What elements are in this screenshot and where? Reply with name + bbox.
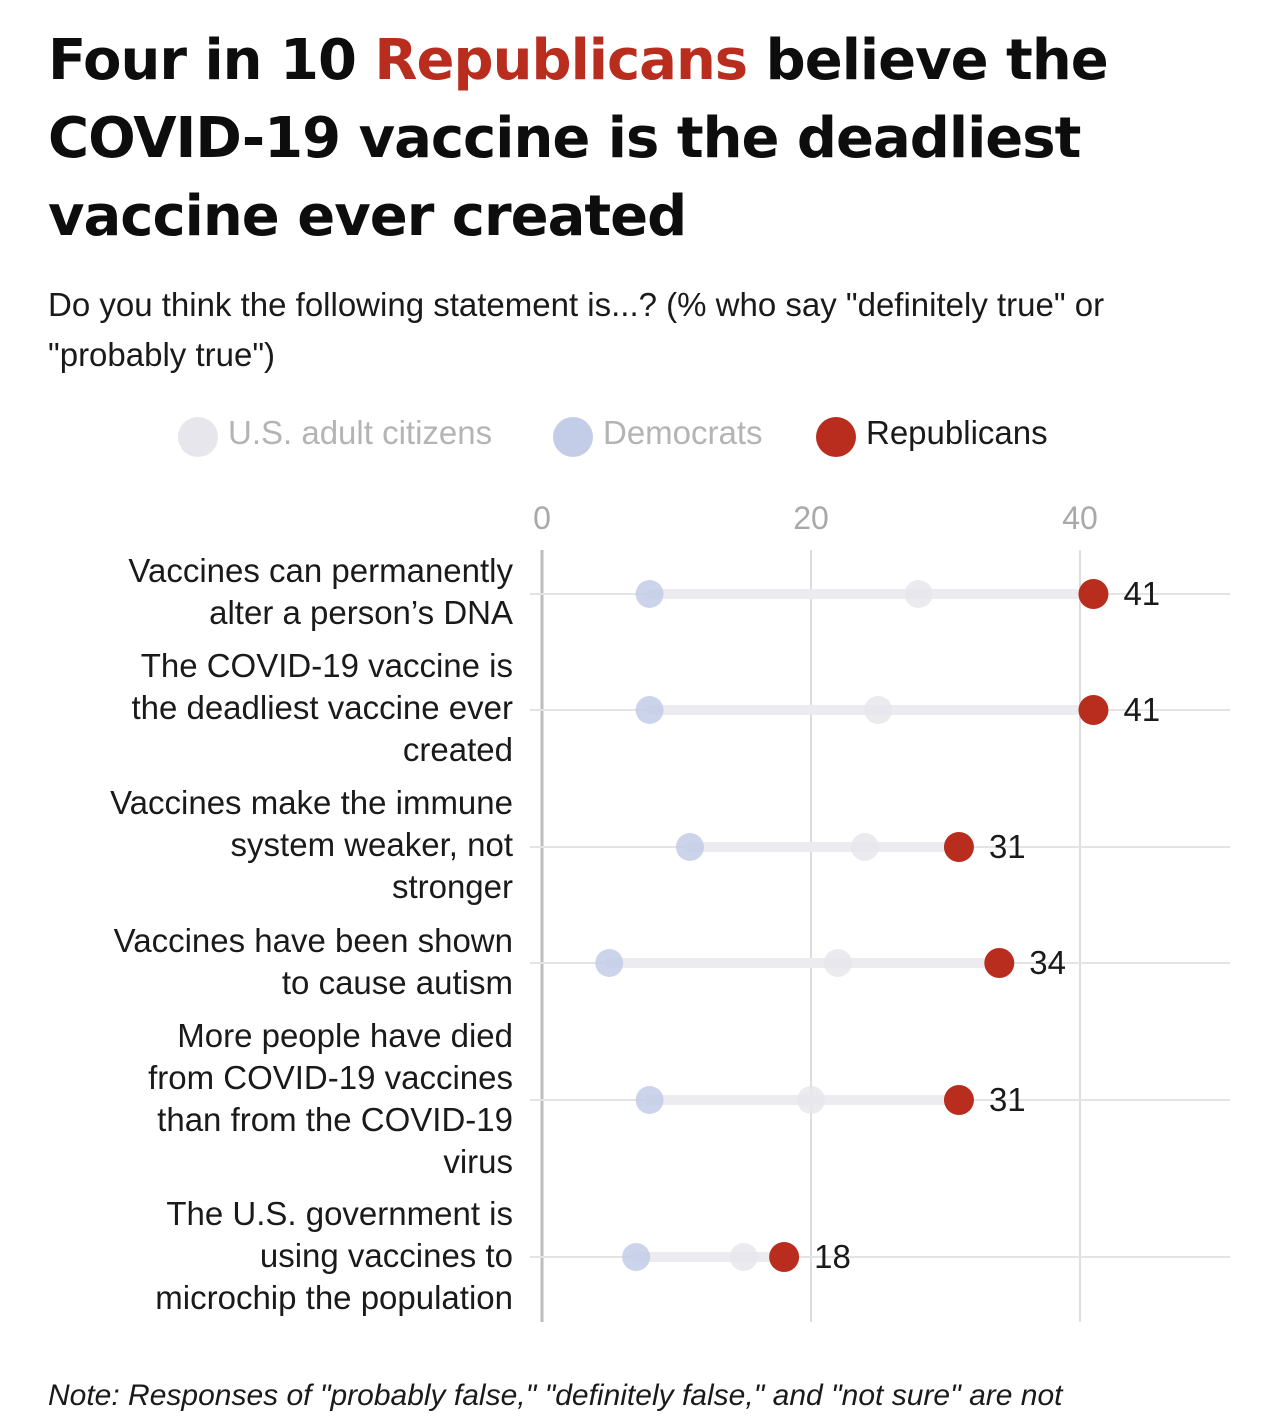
- category-label-line: alter a person’s DNA: [209, 594, 513, 631]
- dot-democrats[interactable]: [622, 1243, 651, 1271]
- data-label-republicans: 31: [989, 1081, 1026, 1118]
- x-tick-label: 40: [1062, 500, 1098, 536]
- dot-us-adult-citizens[interactable]: [864, 696, 893, 724]
- category-label: The COVID-19 vaccine is the deadliest vac…: [20, 645, 513, 771]
- data-label-republicans: 18: [814, 1238, 851, 1275]
- x-tick-label: 20: [793, 500, 829, 536]
- title-highlight: Republicans: [374, 28, 748, 93]
- category-label: More people have died from COVID-19 vacci…: [20, 1015, 513, 1183]
- category-label-line: using vaccines to: [259, 1237, 513, 1274]
- category-label-line: stronger: [391, 868, 513, 905]
- dot-us-adult-citizens[interactable]: [904, 580, 933, 608]
- category-label: The U.S. government is using vaccines to m…: [20, 1193, 513, 1319]
- category-label-line: from COVID-19 vaccines: [148, 1059, 513, 1096]
- category-label-line: the deadliest vaccine ever: [131, 689, 513, 726]
- category-label-line: More people have died: [177, 1017, 513, 1054]
- x-tick-label: 0: [533, 500, 551, 536]
- data-label-republicans: 41: [1123, 691, 1160, 728]
- chart-subtitle: Do you think the following statement is.…: [48, 286, 1105, 373]
- dot-republicans[interactable]: [1078, 579, 1109, 609]
- dot-democrats[interactable]: [675, 833, 704, 861]
- category-label: Vaccines have been shown to cause autism: [20, 920, 513, 1004]
- category-label-line: The U.S. government is: [166, 1195, 513, 1232]
- dot-republicans[interactable]: [943, 832, 974, 862]
- data-label-republicans: 31: [989, 828, 1026, 865]
- chart-title: Four in 10 Republicans believe the COVID…: [48, 22, 1248, 256]
- title-part-1: Four in 10: [48, 28, 375, 93]
- dot-plot: 0 20 40 41 41 31 34 31 18: [530, 500, 1230, 1322]
- legend-swatch-democrats: [553, 417, 593, 457]
- category-label-line: The COVID-19 vaccine is: [140, 647, 513, 684]
- dot-democrats[interactable]: [635, 580, 664, 608]
- category-label-line: virus: [443, 1143, 513, 1180]
- category-label-line: to cause autism: [281, 964, 513, 1001]
- dot-us-adult-citizens[interactable]: [797, 1086, 825, 1114]
- dot-republicans[interactable]: [984, 948, 1015, 978]
- dot-us-adult-citizens[interactable]: [823, 949, 852, 977]
- dot-democrats[interactable]: [595, 949, 624, 977]
- category-label-line: Vaccines have been shown: [113, 922, 513, 959]
- legend-label-republicans: Republicans: [866, 414, 1048, 451]
- legend-label-us-adult-citizens: U.S. adult citizens: [228, 414, 493, 451]
- data-label-republicans: 34: [1029, 944, 1066, 981]
- dot-republicans[interactable]: [943, 1085, 974, 1115]
- dot-republicans[interactable]: [769, 1242, 800, 1272]
- dot-democrats[interactable]: [635, 696, 664, 724]
- chart-note: Note: Responses of "probably false," "de…: [48, 1379, 1063, 1412]
- category-label-line: system weaker, not: [230, 826, 513, 863]
- category-label-line: microchip the population: [155, 1279, 513, 1316]
- category-label-line: than from the COVID-19: [157, 1101, 513, 1138]
- category-label-line: created: [402, 731, 513, 768]
- dot-us-adult-citizens[interactable]: [850, 833, 879, 861]
- title-part-2: believe the COVID-19 vaccine is the dead…: [48, 28, 1109, 249]
- dot-republicans[interactable]: [1078, 695, 1109, 725]
- category-label-line: Vaccines make the immune: [110, 784, 513, 821]
- legend-label-democrats: Democrats: [603, 414, 763, 451]
- category-label-line: Vaccines can permanently: [128, 552, 513, 589]
- category-label: Vaccines can permanently alter a person’s…: [20, 550, 513, 634]
- data-label-republicans: 41: [1123, 575, 1160, 612]
- legend-swatch-republicans: [816, 417, 856, 457]
- legend-swatch-us-adult-citizens: [178, 417, 218, 457]
- category-label: Vaccines make the immune system weaker, n…: [20, 782, 513, 908]
- legend: U.S. adult citizens Democrats Republican…: [0, 410, 1280, 460]
- dot-us-adult-citizens[interactable]: [729, 1243, 758, 1271]
- dot-democrats[interactable]: [635, 1086, 664, 1114]
